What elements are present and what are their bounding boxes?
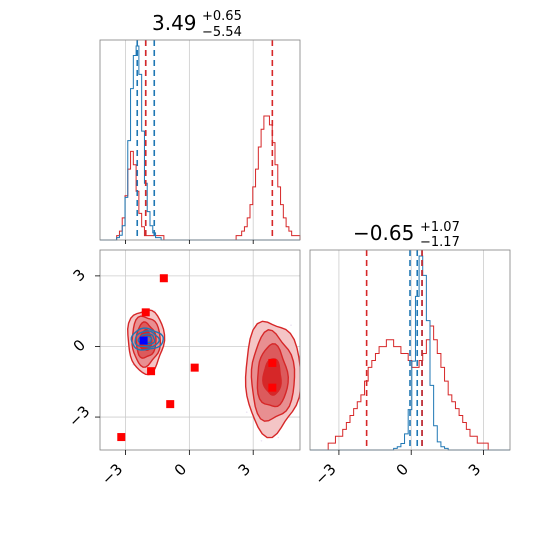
title-2-plus: +1.07 xyxy=(420,220,460,235)
red-marker xyxy=(190,363,199,372)
title-2-value: −0.65 xyxy=(353,221,414,245)
blue-density-contour xyxy=(134,330,161,348)
histogram-panel-x xyxy=(99,39,301,244)
blue-histogram xyxy=(100,45,300,241)
red-marker xyxy=(147,367,156,376)
y-tick-label: 0 xyxy=(70,336,89,355)
red-marker xyxy=(268,358,277,367)
red-histogram xyxy=(310,325,510,451)
panel-frame xyxy=(99,39,301,241)
red-marker xyxy=(166,400,175,409)
sample-point xyxy=(277,436,280,439)
red-marker xyxy=(141,308,150,317)
x-tick-label: 3 xyxy=(235,460,254,479)
red-marker xyxy=(159,274,168,283)
x-tick-label: −3 xyxy=(311,460,339,488)
blue-density-contour xyxy=(137,333,156,346)
y-tick-label: 3 xyxy=(70,265,89,284)
red-marker xyxy=(117,433,126,442)
histogram-panel-y: −3 0 3 xyxy=(309,249,511,488)
scatter-panel-xy: −3 0 3 −3 0 3 xyxy=(65,249,301,488)
panel-frame xyxy=(309,249,511,451)
title-param-1: 3.49 +0.65 −5.54 xyxy=(152,9,242,40)
title-1-plus: +0.65 xyxy=(202,9,242,24)
density-layer xyxy=(126,309,300,442)
red-density-contour xyxy=(262,358,282,396)
sample-point xyxy=(154,310,156,312)
title-1-minus: −5.54 xyxy=(202,25,242,40)
red-histogram xyxy=(100,115,301,241)
x-tick-label: 0 xyxy=(393,460,412,479)
blue-density-contour xyxy=(130,327,164,351)
sample-point xyxy=(260,439,263,442)
y-tick-label: −3 xyxy=(65,402,93,430)
title-2-minus: −1.17 xyxy=(420,235,460,250)
title-param-2: −0.65 +1.07 −1.17 xyxy=(353,220,460,250)
sample-point xyxy=(245,411,248,413)
sample-point xyxy=(290,324,292,327)
red-marker xyxy=(268,383,277,392)
blue-marker xyxy=(139,336,148,345)
x-tick-label: 3 xyxy=(465,460,484,479)
panel-frame xyxy=(99,249,301,451)
x-tick-label: −3 xyxy=(98,460,126,488)
x-tick-label: 0 xyxy=(171,460,190,479)
title-1-value: 3.49 xyxy=(152,11,197,35)
